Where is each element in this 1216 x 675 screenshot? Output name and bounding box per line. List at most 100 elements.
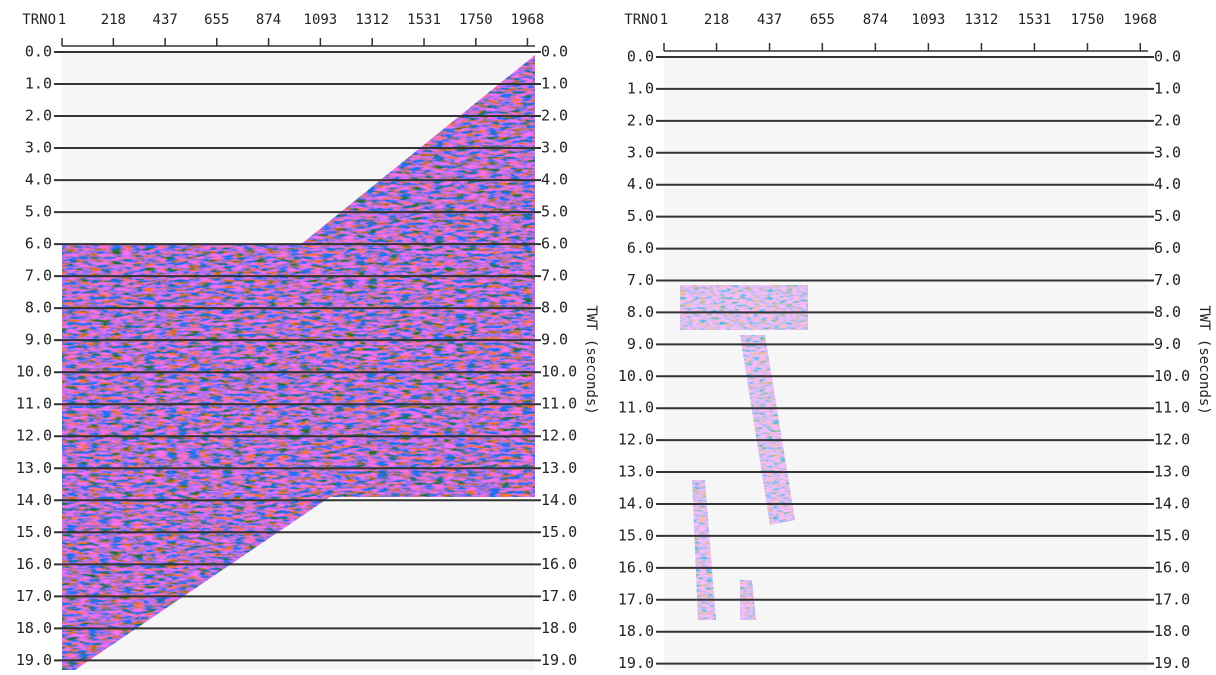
y-tick-label: 11.0	[541, 395, 577, 413]
y-tick-label: 12.0	[618, 431, 654, 449]
y-tick-label: 13.0	[16, 459, 52, 477]
y-tick-label: 9.0	[1154, 335, 1181, 353]
y-tick-label: 19.0	[618, 654, 654, 672]
y-tick-label: 0.0	[627, 48, 654, 66]
y-axis-label: TWT (seconds)	[1196, 305, 1212, 415]
x-tick-label: 874	[863, 12, 888, 28]
y-tick-label: 14.0	[1154, 494, 1190, 512]
y-tick-label: 6.0	[1154, 239, 1181, 257]
y-axis-label: TWT (seconds)	[583, 305, 599, 415]
y-tick-label: 13.0	[541, 459, 577, 477]
x-tick-label: 1750	[459, 12, 493, 28]
x-tick-label: 655	[204, 12, 229, 28]
y-tick-label: 18.0	[1154, 622, 1190, 640]
y-tick-label: 17.0	[541, 587, 577, 605]
y-tick-label: 19.0	[541, 651, 577, 669]
y-tick-label: 5.0	[25, 203, 52, 221]
y-tick-label: 7.0	[541, 267, 568, 285]
y-tick-label: 19.0	[1154, 654, 1190, 672]
y-tick-label: 0.0	[25, 43, 52, 61]
y-tick-label: 12.0	[1154, 431, 1190, 449]
y-tick-label: 6.0	[25, 235, 52, 253]
y-tick-label: 17.0	[618, 590, 654, 608]
y-tick-label: 8.0	[541, 299, 568, 317]
y-tick-label: 8.0	[1154, 303, 1181, 321]
y-tick-label: 13.0	[1154, 463, 1190, 481]
y-tick-label: 18.0	[541, 619, 577, 637]
y-tick-label: 9.0	[541, 331, 568, 349]
y-tick-label: 6.0	[627, 239, 654, 257]
y-tick-label: 18.0	[618, 622, 654, 640]
y-tick-label: 1.0	[25, 75, 52, 93]
y-tick-label: 6.0	[541, 235, 568, 253]
x-tick-label: 1	[660, 12, 668, 28]
y-tick-label: 12.0	[16, 427, 52, 445]
y-tick-label: 17.0	[16, 587, 52, 605]
y-tick-label: 0.0	[1154, 48, 1181, 66]
y-tick-label: 11.0	[16, 395, 52, 413]
plot-area	[664, 57, 1148, 670]
x-tick-label: 1093	[912, 12, 946, 28]
y-tick-label: 13.0	[618, 463, 654, 481]
y-tick-label: 15.0	[1154, 526, 1190, 544]
x-tick-label: 1093	[304, 12, 338, 28]
y-tick-label: 14.0	[541, 491, 577, 509]
y-tick-label: 2.0	[1154, 111, 1181, 129]
x-tick-label: 874	[256, 12, 281, 28]
y-tick-label: 3.0	[541, 139, 568, 157]
y-tick-label: 19.0	[16, 651, 52, 669]
y-tick-label: 4.0	[1154, 175, 1181, 193]
y-tick-label: 16.0	[1154, 558, 1190, 576]
y-tick-label: 10.0	[618, 367, 654, 385]
y-tick-label: 2.0	[541, 107, 568, 125]
y-tick-label: 1.0	[541, 75, 568, 93]
y-tick-label: 9.0	[627, 335, 654, 353]
x-tick-label: 1531	[1018, 12, 1052, 28]
y-tick-label: 2.0	[25, 107, 52, 125]
y-tick-label: 8.0	[25, 299, 52, 317]
x-tick-label: 218	[101, 12, 126, 28]
x-axis-label: TRNO	[22, 12, 56, 28]
x-tick-label: 1531	[407, 12, 441, 28]
x-tick-label: 1312	[965, 12, 999, 28]
y-tick-label: 7.0	[627, 271, 654, 289]
y-tick-label: 3.0	[1154, 143, 1181, 161]
x-tick-label: 1	[58, 12, 66, 28]
y-tick-label: 7.0	[25, 267, 52, 285]
y-tick-label: 1.0	[1154, 79, 1181, 97]
y-tick-label: 0.0	[541, 43, 568, 61]
y-tick-label: 14.0	[16, 491, 52, 509]
y-tick-label: 10.0	[541, 363, 577, 381]
y-tick-label: 16.0	[618, 558, 654, 576]
y-tick-label: 5.0	[541, 203, 568, 221]
y-tick-label: 7.0	[1154, 271, 1181, 289]
y-tick-label: 2.0	[627, 111, 654, 129]
x-tick-label: 218	[704, 12, 729, 28]
x-tick-label: 1968	[511, 12, 545, 28]
y-tick-label: 17.0	[1154, 590, 1190, 608]
x-tick-label: 437	[757, 12, 782, 28]
y-tick-label: 4.0	[541, 171, 568, 189]
x-tick-label: 437	[153, 12, 178, 28]
y-tick-label: 11.0	[618, 399, 654, 417]
y-tick-label: 15.0	[16, 523, 52, 541]
y-tick-label: 4.0	[25, 171, 52, 189]
y-tick-label: 16.0	[541, 555, 577, 573]
y-tick-label: 4.0	[627, 175, 654, 193]
y-tick-label: 16.0	[16, 555, 52, 573]
x-tick-label: 1968	[1123, 12, 1157, 28]
x-axis-label: TRNO	[624, 12, 658, 28]
y-tick-label: 10.0	[16, 363, 52, 381]
y-tick-label: 1.0	[627, 79, 654, 97]
x-tick-label: 1750	[1071, 12, 1105, 28]
x-tick-label: 655	[810, 12, 835, 28]
y-tick-label: 15.0	[541, 523, 577, 541]
y-tick-label: 12.0	[541, 427, 577, 445]
y-tick-label: 5.0	[1154, 207, 1181, 225]
y-tick-label: 15.0	[618, 526, 654, 544]
y-tick-label: 8.0	[627, 303, 654, 321]
y-tick-label: 5.0	[627, 207, 654, 225]
y-tick-label: 18.0	[16, 619, 52, 637]
y-tick-label: 3.0	[25, 139, 52, 157]
